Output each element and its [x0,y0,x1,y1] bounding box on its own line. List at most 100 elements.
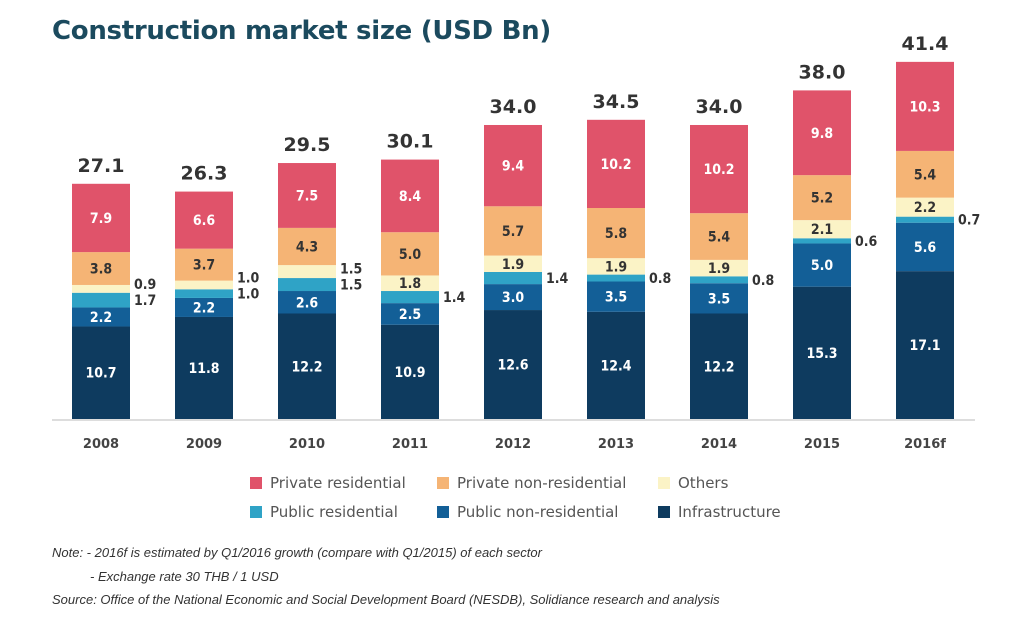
segment-label: 0.8 [649,271,671,287]
x-tick-label: 2014 [701,437,737,452]
segment-label: 1.7 [134,293,156,309]
bar-segment-others [72,284,130,293]
legend-label: Public non-residential [457,503,618,521]
segment-label: 1.4 [443,290,466,306]
bar-segment-public-non-residential [175,297,233,317]
bar-segment-private-residential [72,183,130,253]
bar-segment-private-non-residential [690,213,748,260]
x-tick-label: 2008 [83,437,119,452]
segment-label: 3.0 [502,290,525,306]
segment-label: 5.0 [399,247,422,263]
segment-label: 1.5 [340,278,362,294]
legend-swatch [437,477,449,489]
segment-label: 2.2 [914,200,936,216]
total-label: 30.1 [387,131,434,153]
bar-segment-public-non-residential [72,307,130,327]
segment-label: 1.0 [237,271,260,287]
bar-segment-private-non-residential [278,227,336,266]
x-tick-label: 2012 [495,437,531,452]
bar-segment-private-residential [587,119,645,209]
bar-segment-private-non-residential [587,208,645,259]
legend-label: Private non-residential [457,474,626,492]
segment-label: 17.1 [909,338,940,354]
bar-segment-private-non-residential [896,150,954,198]
chart-title: Construction market size (USD Bn) [52,16,551,46]
segment-label: 1.9 [708,261,730,277]
segment-label: 5.8 [605,226,627,242]
segment-label: 5.7 [502,224,524,240]
total-label: 27.1 [78,155,125,177]
segment-label: 10.2 [600,157,631,173]
legend-swatch [437,506,449,518]
bar-segment-public-residential [587,274,645,282]
bar-segment-private-non-residential [793,175,851,221]
bar-segment-public-non-residential [381,303,439,325]
segment-label: 5.2 [811,191,833,207]
note-line-2: - Exchange rate 30 THB / 1 USD [90,569,279,584]
bar-segment-public-residential [72,292,130,308]
segment-label: 1.5 [340,262,362,278]
segment-label: 12.4 [600,358,631,374]
segment-label: 0.6 [855,234,878,250]
legend-swatch [250,506,262,518]
bar-segment-private-non-residential [484,206,542,256]
segment-label: 2.2 [90,310,112,326]
legend-swatch [658,506,670,518]
segment-label: 10.3 [909,99,940,115]
total-label: 34.0 [490,96,537,118]
bar-segment-private-residential [381,159,439,233]
segment-label: 5.4 [708,230,731,246]
legend-swatch [658,477,670,489]
x-tick-label: 2015 [804,437,840,452]
bar-segment-private-residential [690,124,748,214]
bar-segment-public-residential [381,291,439,304]
segment-label: 5.0 [811,258,834,274]
bar-segment-public-residential [175,289,233,298]
bar-segment-public-non-residential [278,291,336,314]
segment-label: 2.1 [811,222,833,238]
bar-segment-public-non-residential [896,222,954,272]
legend-label: Others [678,474,729,492]
segment-label: 9.4 [502,159,525,175]
segment-label: 10.7 [85,366,116,382]
bar-segment-others [484,255,542,272]
segment-label: 3.5 [708,291,730,307]
bar-segment-infrastructure [690,313,748,419]
bar-segment-others [896,197,954,217]
bar-segment-public-residential [793,238,851,244]
note-line-1: Note: - 2016f is estimated by Q1/2016 gr… [52,545,542,560]
x-tick-label: 2013 [598,437,634,452]
segment-label: 10.9 [394,365,425,381]
segment-label: 1.8 [399,276,421,292]
total-label: 38.0 [799,61,846,83]
bar-segment-others [278,265,336,279]
segment-label: 11.8 [188,361,219,377]
segment-label: 2.5 [399,307,421,323]
segment-label: 1.0 [237,287,260,303]
legend-label: Public residential [270,503,398,521]
segment-label: 12.6 [497,358,528,374]
bar-segment-private-non-residential [381,232,439,276]
x-tick-label: 2010 [289,437,325,452]
segment-label: 2.2 [193,300,215,316]
legend-label: Private residential [270,474,406,492]
bar-segment-infrastructure [793,286,851,419]
bar-segment-private-residential [793,90,851,176]
total-label: 41.4 [902,33,949,55]
legend-label: Infrastructure [678,503,781,521]
bar-segment-others [793,220,851,239]
bar-segment-private-residential [175,191,233,249]
segment-label: 6.6 [193,213,216,229]
bar-segment-infrastructure [278,313,336,419]
segment-label: 12.2 [703,359,734,375]
segment-label: 7.5 [296,188,318,204]
total-label: 26.3 [181,163,228,185]
bar-segment-infrastructure [587,311,645,419]
legend-swatch [250,477,262,489]
x-tick-label: 2009 [186,437,222,452]
bar-segment-infrastructure [896,271,954,419]
bar-segment-public-non-residential [793,243,851,287]
bar-segment-private-non-residential [72,252,130,285]
bar-segment-public-residential [278,278,336,292]
